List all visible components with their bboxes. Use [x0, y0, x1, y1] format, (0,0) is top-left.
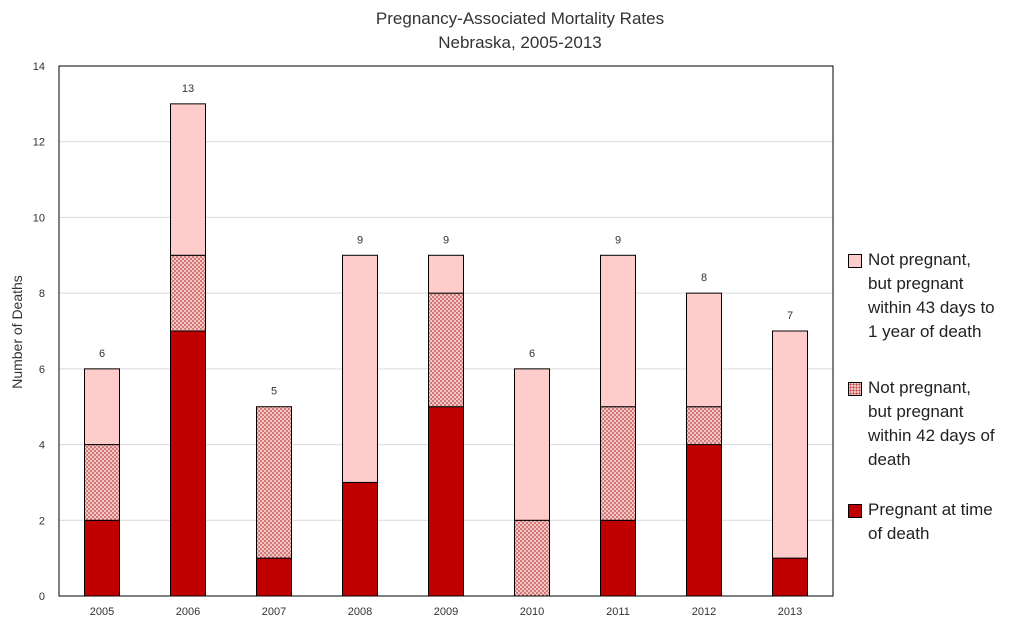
legend-label-line: within 42 days of — [868, 426, 995, 445]
legend-label-line: but pregnant — [868, 274, 964, 293]
y-tick-label: 4 — [39, 440, 45, 452]
bar-2005-series-2 — [84, 368, 120, 446]
y-tick-label: 8 — [39, 288, 45, 300]
bar-2006-series-2 — [170, 103, 206, 256]
x-tick-label: 2008 — [348, 606, 372, 617]
x-tick-label: 2007 — [262, 606, 286, 617]
legend: Not pregnant, but pregnant within 43 days … — [848, 248, 1013, 546]
legend-swatch — [848, 382, 862, 396]
x-tick-label: 2010 — [520, 606, 544, 617]
total-label: 6 — [99, 348, 105, 360]
y-tick-label: 6 — [39, 364, 45, 376]
legend-item-pregnant: Pregnant at time of death — [848, 498, 1013, 546]
x-tick-label: 2005 — [90, 606, 114, 617]
x-tick-label: 2011 — [606, 606, 630, 617]
bar-2008-series-0 — [342, 481, 378, 597]
bar-2008-series-2 — [342, 254, 378, 483]
x-tick-label: 2013 — [778, 606, 802, 617]
y-tick-label: 14 — [33, 61, 45, 73]
total-label: 7 — [787, 310, 793, 322]
total-label: 13 — [182, 83, 194, 95]
total-label: 9 — [443, 234, 449, 246]
bar-2013-series-2 — [772, 330, 808, 559]
chart-subtitle: Nebraska, 2005-2013 — [438, 33, 602, 52]
legend-label-line: within 43 days to — [868, 298, 995, 317]
total-label: 9 — [357, 234, 363, 246]
bar-2010-series-2 — [514, 368, 550, 521]
bar-2011-series-1 — [600, 406, 636, 521]
bar-2010-series-1 — [514, 519, 550, 597]
bar-2009-series-0 — [428, 406, 464, 597]
total-label: 8 — [701, 272, 707, 284]
bar-2007-series-0 — [256, 557, 292, 597]
bar-2009-series-2 — [428, 254, 464, 294]
x-tick-label: 2012 — [692, 606, 716, 617]
legend-label-line: Pregnant at time — [868, 500, 993, 519]
legend-label-line: of death — [868, 524, 930, 543]
y-tick-label: 0 — [39, 591, 45, 603]
bar-2011-series-0 — [600, 519, 636, 597]
bar-2012-series-0 — [686, 444, 722, 597]
total-label: 9 — [615, 234, 621, 246]
bar-2006-series-0 — [170, 330, 206, 597]
total-label: 6 — [529, 348, 535, 360]
legend-label-line: 1 year of death — [868, 322, 982, 341]
bar-2012-series-1 — [686, 406, 722, 446]
x-tick-label: 2009 — [434, 606, 458, 617]
y-tick-label: 12 — [33, 137, 45, 149]
legend-label-line: death — [868, 450, 911, 469]
y-axis-label: Number of Deaths — [9, 275, 25, 389]
y-tick-label: 10 — [33, 212, 45, 224]
bar-2013-series-0 — [772, 557, 808, 597]
legend-swatch — [848, 504, 862, 518]
bar-2011-series-2 — [600, 254, 636, 408]
bar-2006-series-1 — [170, 254, 206, 332]
legend-label-line: Not pregnant, — [868, 250, 972, 269]
plot-area-border — [58, 65, 834, 597]
legend-label: Not pregnant, but pregnant within 43 days … — [868, 248, 995, 344]
bar-2012-series-2 — [686, 292, 722, 408]
legend-item-43days: Not pregnant, but pregnant within 43 days … — [848, 248, 1013, 344]
legend-label-line: Not pregnant, — [868, 378, 972, 397]
x-tick-label: 2006 — [176, 606, 200, 617]
legend-label: Not pregnant, but pregnant within 42 days … — [868, 376, 995, 472]
bar-2007-series-1 — [256, 406, 292, 559]
legend-item-42days: Not pregnant, but pregnant within 42 days … — [848, 376, 1013, 472]
y-tick-label: 2 — [39, 515, 45, 527]
legend-label-line: but pregnant — [868, 402, 964, 421]
bar-2005-series-1 — [84, 444, 120, 521]
legend-swatch — [848, 254, 862, 268]
legend-label: Pregnant at time of death — [868, 498, 993, 546]
bar-2009-series-1 — [428, 292, 464, 408]
bar-2005-series-0 — [84, 519, 120, 597]
chart-title: Pregnancy-Associated Mortality Rates — [376, 9, 664, 28]
total-label: 5 — [271, 386, 277, 398]
